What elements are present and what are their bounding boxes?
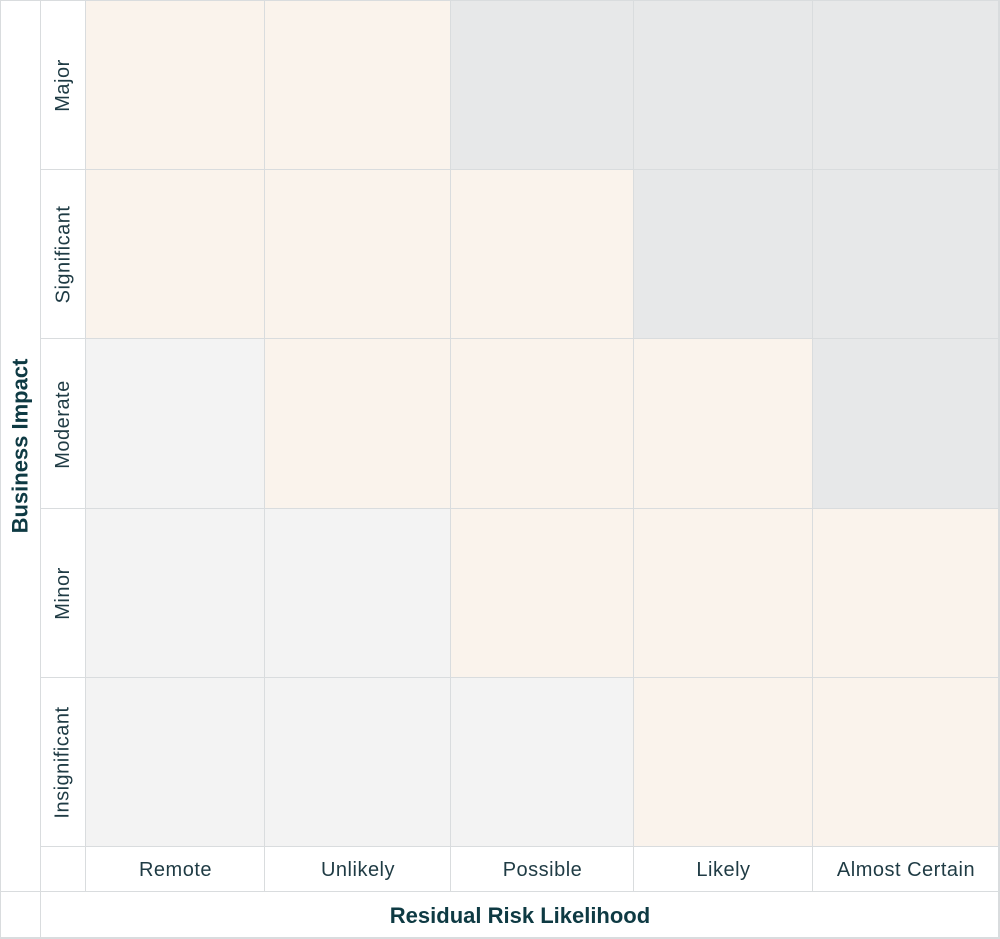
row-label-moderate: Moderate [52,379,74,469]
row-label-insignificant: Insignificant [52,706,74,819]
y-title-divider [40,0,41,939]
column-divider-3 [633,0,634,892]
cell-minor-almost-certain [813,509,999,678]
row-label-moderate-container: Moderate [41,339,86,509]
row-divider-3 [41,508,999,509]
cell-insignificant-almost-certain [813,678,999,847]
row-label-insignificant-container: Insignificant [41,678,86,847]
cell-significant-likely [634,170,813,339]
row-label-significant-container: Significant [41,170,86,339]
cell-insignificant-likely [634,678,813,847]
cell-major-likely [634,1,813,170]
cell-significant-remote [86,170,265,339]
row-divider-1 [41,169,999,170]
x-axis-title: Residual Risk Likelihood [389,902,651,928]
border-left [0,0,1,939]
row-label-major-container: Major [41,1,86,170]
cell-minor-likely [634,509,813,678]
column-divider-4 [812,0,813,892]
cell-moderate-possible [451,339,634,509]
row-divider-5 [41,846,999,847]
column-divider-2 [450,0,451,892]
border-right [998,0,1000,939]
cell-insignificant-unlikely [265,678,451,847]
column-label-unlikely: Unlikely [320,858,396,881]
cell-significant-unlikely [265,170,451,339]
column-label-remote: Remote [138,858,213,881]
border-bottom [0,937,1000,939]
cell-moderate-almost-certain [813,339,999,509]
cell-minor-unlikely [265,509,451,678]
cell-insignificant-possible [451,678,634,847]
x-title-divider [0,891,1000,892]
row-divider-2 [41,338,999,339]
cell-moderate-unlikely [265,339,451,509]
border-top [0,0,1000,1]
y-axis-title-container: Business Impact [0,0,41,892]
column-label-almost-certain: Almost Certain [836,858,976,881]
cell-significant-almost-certain [813,170,999,339]
row-label-minor: Minor [52,567,75,620]
cell-major-almost-certain [813,1,999,170]
row-divider-4 [41,677,999,678]
cell-minor-remote [86,509,265,678]
row-label-divider [85,0,86,892]
cell-minor-possible [451,509,634,678]
cell-significant-possible [451,170,634,339]
cell-major-unlikely [265,1,451,170]
column-divider-1 [264,0,265,892]
y-axis-title: Business Impact [7,358,33,534]
row-label-major: Major [52,59,75,112]
cell-moderate-remote [86,339,265,509]
cell-major-remote [86,1,265,170]
cell-major-possible [451,1,634,170]
column-label-likely: Likely [696,858,751,881]
cell-moderate-likely [634,339,813,509]
column-label-possible: Possible [502,858,583,881]
cell-insignificant-remote [86,678,265,847]
row-label-minor-container: Minor [41,509,86,678]
row-label-significant: Significant [52,205,74,304]
